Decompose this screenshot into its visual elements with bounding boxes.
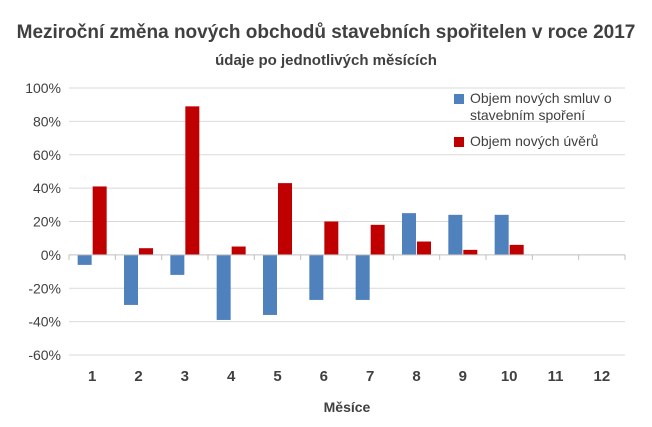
bar xyxy=(417,241,431,255)
x-tick-label: 12 xyxy=(593,368,610,385)
y-tick-label: 60% xyxy=(33,147,61,163)
y-tick-label: -60% xyxy=(28,347,61,363)
x-tick-label: 6 xyxy=(320,368,328,385)
bar xyxy=(370,224,385,255)
x-tick-label: 10 xyxy=(501,368,518,385)
bar xyxy=(309,254,324,300)
x-tick-label: 9 xyxy=(459,368,467,385)
bar xyxy=(402,213,416,255)
legend: Objem nových smluv o stavebním spoření Ob… xyxy=(454,90,644,159)
y-tick-label: -40% xyxy=(28,314,61,330)
chart-title: Meziroční změna nových obchodů stavebníc… xyxy=(16,22,636,43)
bar xyxy=(463,249,478,255)
x-axis-label: Měsíce xyxy=(324,399,371,415)
x-tick-label: 2 xyxy=(134,368,142,385)
gridlines xyxy=(69,87,625,356)
x-tick-label: 7 xyxy=(366,368,374,385)
bar xyxy=(231,246,246,255)
bar xyxy=(77,254,92,265)
y-tick-label: 0% xyxy=(41,247,61,263)
y-tick-label: 40% xyxy=(33,180,61,196)
y-tick-label: 100% xyxy=(25,80,61,96)
bar xyxy=(185,106,200,255)
y-tick-label: 80% xyxy=(33,113,61,129)
legend-label: Objem nových smluv o stavebním spoření xyxy=(470,90,612,123)
x-tick-label: 3 xyxy=(181,368,189,385)
bar xyxy=(216,254,231,320)
y-tick-label: 20% xyxy=(33,214,61,230)
bar xyxy=(355,254,370,300)
bar xyxy=(509,244,524,255)
legend-label: Objem nových úvěrů xyxy=(470,133,599,149)
y-tick-label: -20% xyxy=(28,280,61,296)
legend-swatch xyxy=(454,94,464,104)
legend-item: Objem nových úvěrů xyxy=(454,133,644,150)
x-tick-label: 4 xyxy=(227,368,236,385)
bar xyxy=(124,254,138,305)
x-tick-label: 5 xyxy=(273,368,281,385)
legend-item: Objem nových smluv o stavebním spoření xyxy=(454,90,644,124)
bar xyxy=(170,254,185,275)
x-tick-label: 1 xyxy=(88,368,96,385)
bar xyxy=(448,214,463,255)
x-tick-label: 11 xyxy=(548,368,564,385)
x-tick-label: 8 xyxy=(412,368,420,385)
bars xyxy=(77,106,524,320)
bar xyxy=(92,186,107,255)
bar xyxy=(324,221,339,255)
axes: -60%-40%-20%0%20%40%60%80%100%1 2 3 4 5 6 7 8 9 1… xyxy=(25,80,626,385)
bar xyxy=(278,183,292,255)
bar xyxy=(263,254,277,315)
legend-swatch xyxy=(454,137,464,147)
bar xyxy=(139,248,153,255)
chart-subtitle: údaje po jednotlivých měsících xyxy=(215,52,437,69)
bar xyxy=(494,214,509,255)
